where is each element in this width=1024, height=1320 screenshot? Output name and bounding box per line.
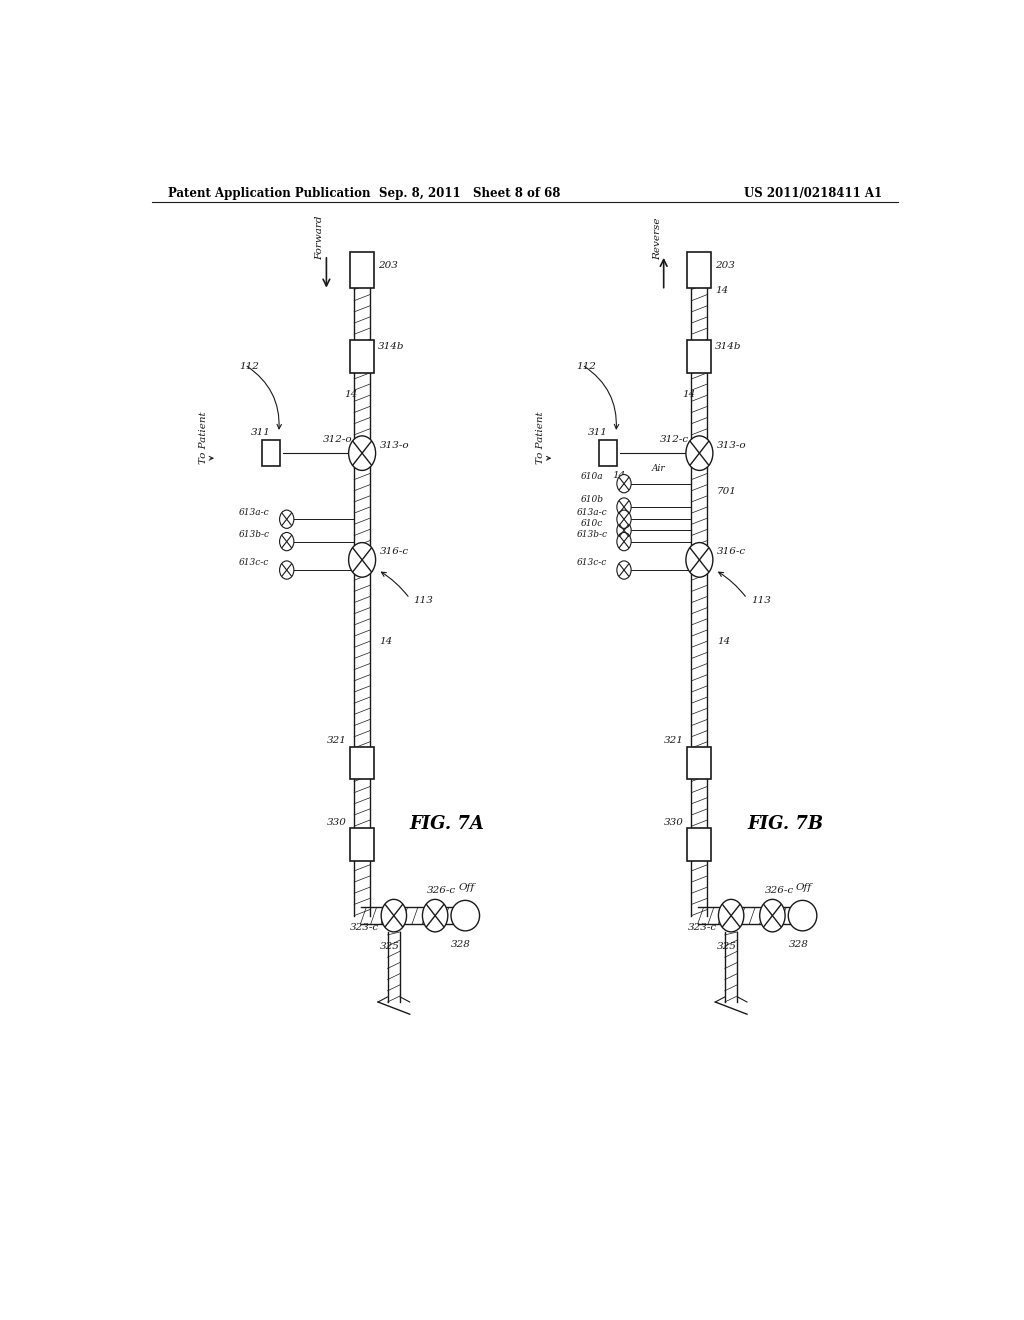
- Text: 610c: 610c: [581, 519, 602, 528]
- Text: Sep. 8, 2011   Sheet 8 of 68: Sep. 8, 2011 Sheet 8 of 68: [379, 187, 560, 199]
- Text: 203: 203: [378, 260, 398, 269]
- Text: FIG. 7B: FIG. 7B: [748, 816, 823, 833]
- Text: 311: 311: [588, 428, 608, 437]
- Text: 14: 14: [380, 636, 393, 645]
- Bar: [687, 828, 712, 861]
- Text: 610b: 610b: [581, 495, 603, 504]
- Text: 113: 113: [414, 597, 433, 605]
- Text: 323-c: 323-c: [350, 923, 379, 932]
- Text: 14: 14: [717, 636, 730, 645]
- Circle shape: [348, 543, 376, 577]
- Text: 321: 321: [664, 737, 684, 746]
- Text: 14: 14: [345, 391, 358, 399]
- Circle shape: [616, 521, 631, 540]
- Text: 314b: 314b: [715, 342, 741, 351]
- Text: 613a-c: 613a-c: [577, 508, 607, 516]
- Text: 113: 113: [751, 597, 771, 605]
- Circle shape: [686, 543, 713, 577]
- Bar: [350, 252, 374, 288]
- Ellipse shape: [788, 900, 817, 931]
- Text: 325: 325: [717, 941, 737, 950]
- Text: 316-c: 316-c: [717, 548, 745, 556]
- Text: 14: 14: [612, 471, 626, 480]
- Circle shape: [760, 899, 785, 932]
- Text: Forward: Forward: [315, 215, 325, 260]
- Text: 313-o: 313-o: [380, 441, 410, 450]
- Text: 311: 311: [251, 428, 271, 437]
- Text: 312-o: 312-o: [323, 436, 352, 445]
- Circle shape: [280, 510, 294, 528]
- Bar: [687, 252, 712, 288]
- Text: 14: 14: [715, 286, 728, 296]
- Text: 316-c: 316-c: [380, 548, 409, 556]
- Text: 613b-c: 613b-c: [577, 529, 607, 539]
- Text: Off: Off: [459, 883, 475, 891]
- Circle shape: [280, 561, 294, 579]
- Text: 610a: 610a: [581, 473, 603, 480]
- Text: 112: 112: [239, 362, 259, 371]
- Circle shape: [616, 532, 631, 550]
- Text: 313-o: 313-o: [717, 441, 746, 450]
- Text: 613b-c: 613b-c: [239, 529, 270, 539]
- Bar: [687, 341, 712, 372]
- Text: 326-c: 326-c: [765, 886, 794, 895]
- Text: 613a-c: 613a-c: [239, 508, 269, 516]
- Bar: [599, 441, 616, 466]
- Circle shape: [616, 510, 631, 528]
- Text: 323-c: 323-c: [687, 923, 717, 932]
- Circle shape: [348, 436, 376, 470]
- Text: 326-c: 326-c: [427, 886, 457, 895]
- Text: 330: 330: [664, 817, 684, 826]
- Text: 613c-c: 613c-c: [239, 558, 269, 568]
- Bar: [350, 747, 374, 779]
- Circle shape: [280, 532, 294, 550]
- Text: To Patient: To Patient: [199, 412, 208, 465]
- Bar: [350, 341, 374, 372]
- Text: Off: Off: [796, 883, 812, 891]
- Text: 325: 325: [380, 941, 399, 950]
- Circle shape: [423, 899, 447, 932]
- Circle shape: [616, 561, 631, 579]
- Text: 14: 14: [682, 391, 695, 399]
- Text: 203: 203: [715, 260, 735, 269]
- Text: 314b: 314b: [378, 342, 404, 351]
- Bar: [687, 747, 712, 779]
- Text: 330: 330: [327, 817, 346, 826]
- Circle shape: [381, 899, 407, 932]
- Ellipse shape: [451, 900, 479, 931]
- Text: To Patient: To Patient: [537, 412, 545, 465]
- Text: 321: 321: [327, 737, 346, 746]
- Text: US 2011/0218411 A1: US 2011/0218411 A1: [743, 187, 882, 199]
- Text: 328: 328: [452, 940, 471, 949]
- Text: Patent Application Publication: Patent Application Publication: [168, 187, 371, 199]
- Text: 328: 328: [788, 940, 809, 949]
- Circle shape: [616, 498, 631, 516]
- Bar: [262, 441, 280, 466]
- Circle shape: [719, 899, 743, 932]
- Text: Air: Air: [651, 463, 666, 473]
- Circle shape: [616, 474, 631, 492]
- Text: 701: 701: [717, 487, 736, 496]
- Bar: [350, 828, 374, 861]
- Text: Reverse: Reverse: [653, 218, 662, 260]
- Circle shape: [686, 436, 713, 470]
- Text: 112: 112: [577, 362, 596, 371]
- Text: FIG. 7A: FIG. 7A: [410, 816, 484, 833]
- Text: 613c-c: 613c-c: [577, 558, 606, 568]
- Text: 312-c: 312-c: [659, 436, 689, 445]
